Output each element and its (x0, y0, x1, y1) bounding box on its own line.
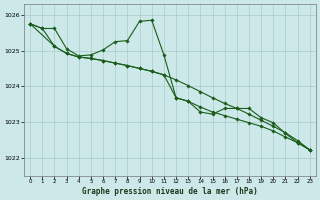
X-axis label: Graphe pression niveau de la mer (hPa): Graphe pression niveau de la mer (hPa) (82, 187, 258, 196)
